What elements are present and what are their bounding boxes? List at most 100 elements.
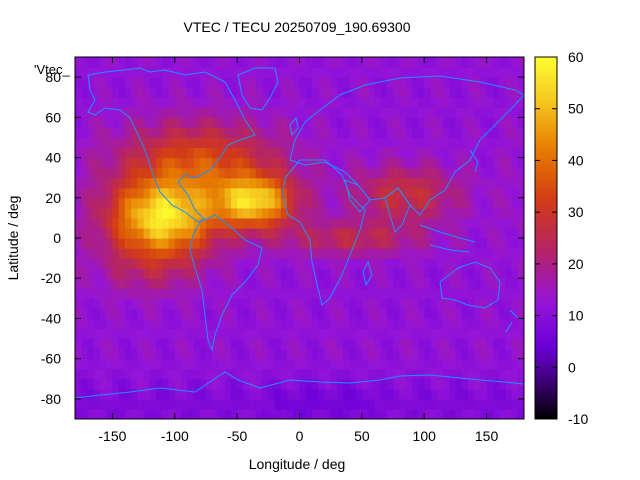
heatmap-cell (368, 67, 375, 78)
heatmap-cell (442, 348, 450, 360)
heatmap-cell (324, 227, 332, 239)
heatmap-cell (93, 348, 101, 360)
heatmap-cell (162, 248, 170, 259)
heatmap-cell (343, 147, 350, 159)
heatmap-cell (511, 57, 519, 68)
heatmap-cell (324, 57, 332, 68)
heatmap-cell (255, 87, 263, 98)
heatmap-cell (449, 358, 457, 370)
heatmap-cell (93, 338, 101, 350)
heatmap-cell (224, 197, 232, 209)
heatmap-cell (181, 288, 188, 299)
heatmap-cell (99, 358, 107, 370)
heatmap-cell (93, 398, 101, 410)
heatmap-cell (137, 328, 145, 340)
heatmap-cell (380, 318, 388, 330)
heatmap-cell (193, 167, 201, 179)
heatmap-cell (93, 238, 101, 249)
heatmap-cell (143, 308, 151, 320)
heatmap-cell (274, 298, 282, 309)
heatmap-cell (143, 127, 151, 139)
heatmap-cell (486, 77, 494, 88)
heatmap-cell (268, 408, 276, 419)
heatmap-cell (411, 278, 419, 289)
heatmap-cell (237, 147, 244, 159)
coast-north-america (87, 67, 256, 223)
heatmap-cell (430, 187, 438, 199)
heatmap-cell (287, 308, 294, 320)
heatmap-cell (368, 217, 375, 229)
heatmap-cell (93, 378, 101, 390)
heatmap-cell (274, 57, 282, 68)
heatmap-cell (305, 358, 313, 370)
heatmap-cell (324, 298, 332, 309)
heatmap-cell (505, 87, 513, 98)
heatmap-cell (249, 338, 257, 350)
heatmap-cell (480, 308, 488, 320)
heatmap-cell (287, 348, 294, 360)
heatmap-cell (355, 258, 363, 269)
heatmap-cell (218, 318, 226, 330)
heatmap-cell (75, 388, 82, 400)
heatmap-cell (455, 248, 463, 259)
heatmap-cell (505, 67, 513, 78)
heatmap-cell (368, 187, 375, 199)
heatmap-cell (318, 278, 326, 289)
heatmap-cell (274, 87, 282, 98)
heatmap-cell (311, 348, 319, 360)
heatmap-cell (305, 288, 313, 299)
heatmap-cell (368, 227, 375, 239)
heatmap-cell (199, 177, 207, 189)
coast-india (384, 187, 411, 233)
heatmap-cell (280, 338, 288, 350)
heatmap-cell (249, 318, 257, 330)
heatmap-cell (318, 308, 326, 320)
heatmap-cell (449, 288, 457, 299)
heatmap-cell (361, 167, 369, 179)
heatmap-cell (467, 97, 475, 108)
heatmap-cell (81, 318, 89, 330)
heatmap-cell (205, 378, 213, 390)
heatmap-cell (237, 298, 244, 309)
heatmap-cell (193, 308, 201, 320)
heatmap-cell (162, 368, 170, 380)
heatmap-cell (149, 358, 157, 370)
heatmap-cell (181, 358, 188, 370)
heatmap-cell (230, 318, 238, 330)
heatmap-cell (237, 57, 244, 68)
heatmap-cell (411, 388, 419, 400)
heatmap-cell (480, 268, 488, 279)
heatmap-cell (343, 368, 350, 380)
heatmap-cell (99, 308, 107, 320)
heatmap-cell (230, 127, 238, 139)
heatmap-cell (293, 308, 301, 320)
heatmap-cell (405, 187, 413, 199)
heatmap-cell (480, 248, 488, 259)
heatmap-cell (174, 258, 182, 269)
heatmap-cell (417, 107, 425, 118)
heatmap-cell (343, 388, 350, 400)
heatmap-cell (168, 187, 176, 199)
heatmap-cell (467, 117, 475, 128)
heatmap-cell (293, 167, 301, 179)
heatmap-cell (199, 217, 207, 229)
heatmap-cell (355, 77, 363, 88)
heatmap-cell (162, 288, 170, 299)
heatmap-cell (368, 378, 375, 390)
heatmap-cell (355, 127, 363, 139)
heatmap-cell (181, 107, 188, 118)
heatmap-cell (417, 248, 425, 259)
heatmap-cell (193, 77, 201, 88)
heatmap-cell (131, 67, 138, 78)
heatmap-cell (486, 187, 494, 199)
heatmap-cell (137, 278, 145, 289)
heatmap-cell (280, 388, 288, 400)
heatmap-cell (474, 167, 481, 179)
coast-africa (282, 159, 366, 306)
heatmap-cell (380, 117, 388, 128)
heatmap-cell (305, 77, 313, 88)
heatmap-cell (449, 378, 457, 390)
heatmap-cell (455, 298, 463, 309)
heatmap-cell (461, 57, 469, 68)
heatmap-cell (424, 368, 432, 380)
